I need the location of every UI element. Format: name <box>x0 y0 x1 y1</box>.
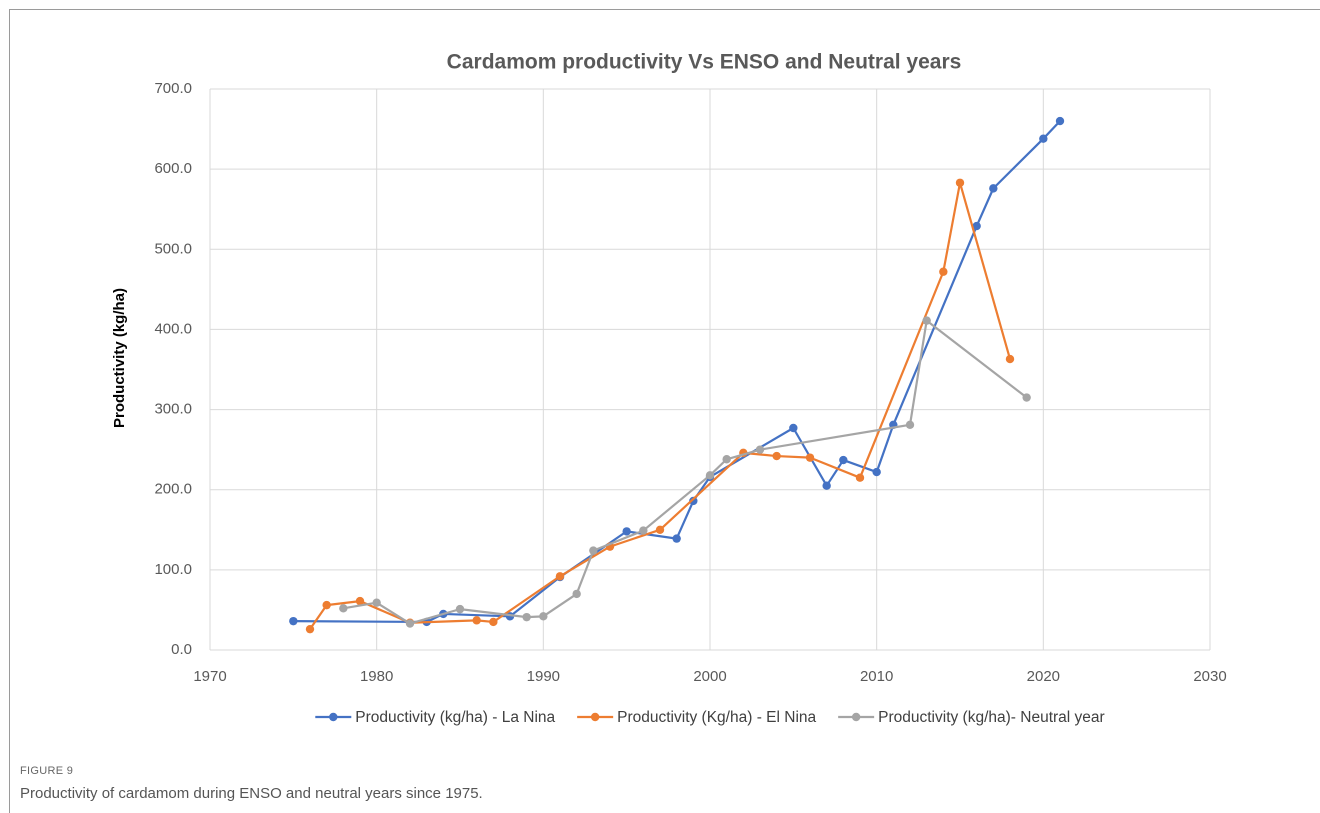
legend: Productivity (kg/ha) - La Nina Productivi… <box>315 709 1105 726</box>
data-point <box>522 612 531 622</box>
data-point <box>555 572 565 581</box>
figure-caption: Productivity of cardamom during ENSO and… <box>20 785 483 802</box>
y-tick-label: 300.0 <box>154 401 192 418</box>
data-point <box>639 526 648 535</box>
data-point <box>789 423 798 433</box>
x-tick-label: 1980 <box>360 668 393 685</box>
data-point <box>572 589 581 599</box>
data-point <box>705 471 715 480</box>
legend-marker <box>329 712 338 722</box>
data-point <box>405 619 415 628</box>
legend-marker <box>851 712 861 722</box>
data-point <box>289 616 298 626</box>
x-tick-label: 2010 <box>860 668 893 685</box>
data-point <box>922 316 931 325</box>
legend-item: Productivity (kg/ha)- Neutral year <box>838 709 1105 726</box>
data-point <box>355 596 365 606</box>
y-tick-label: 600.0 <box>154 160 192 177</box>
x-tick-label: 1990 <box>527 668 560 685</box>
x-tick-label: 2020 <box>1027 668 1060 685</box>
y-tick-label: 200.0 <box>154 481 192 498</box>
data-point <box>539 612 548 621</box>
x-tick-label: 1970 <box>193 668 226 685</box>
data-point <box>372 598 381 607</box>
data-point <box>805 453 815 462</box>
y-tick-label: 500.0 <box>154 240 192 257</box>
legend-item: Productivity (Kg/ha) - El Nina <box>577 709 817 726</box>
data-point <box>722 455 731 464</box>
data-point <box>872 467 881 477</box>
data-point <box>855 473 865 482</box>
data-point <box>989 184 998 193</box>
legend-marker <box>590 712 600 722</box>
data-point <box>339 604 348 613</box>
data-point <box>755 445 765 454</box>
figure-frame <box>9 9 1320 813</box>
series-line <box>293 120 1061 624</box>
legend-label: Productivity (kg/ha)- Neutral year <box>878 709 1105 726</box>
data-point <box>689 496 698 506</box>
chart-title: Cardamom productivity Vs ENSO and Neutra… <box>447 51 962 74</box>
x-tick-label: 2000 <box>693 668 726 685</box>
data-point <box>455 604 465 614</box>
y-tick-label: 0.0 <box>171 641 192 658</box>
data-point <box>955 178 965 187</box>
data-point <box>1022 393 1031 402</box>
data-point <box>839 455 848 465</box>
data-point <box>1055 116 1065 126</box>
legend-label: Productivity (Kg/ha) - El Nina <box>617 709 816 726</box>
data-point <box>622 527 631 536</box>
y-tick-label: 100.0 <box>154 561 192 578</box>
data-point <box>1005 354 1015 364</box>
data-point <box>489 617 498 627</box>
data-point <box>905 420 915 429</box>
data-point <box>772 451 781 461</box>
series-line <box>309 181 1012 630</box>
y-tick-label: 400.0 <box>154 320 192 337</box>
series-line <box>343 319 1028 625</box>
data-point <box>655 525 665 534</box>
data-point <box>322 600 331 610</box>
data-point <box>305 624 315 634</box>
legend-label: Productivity (kg/ha) - La Nina <box>355 709 555 726</box>
y-axis-label: Productivity (kg/ha) <box>111 288 128 428</box>
data-point <box>972 221 981 231</box>
data-point <box>472 616 481 625</box>
legend-item: Productivity (kg/ha) - La Nina <box>315 709 556 726</box>
chart: Cardamom productivity Vs ENSO and Neutra… <box>111 51 1227 727</box>
data-point <box>822 481 831 490</box>
data-point <box>589 546 598 555</box>
figure-label: FIGURE 9 <box>20 765 74 777</box>
data-point <box>939 267 948 276</box>
data-point <box>672 534 681 543</box>
data-point <box>1039 134 1048 143</box>
x-tick-label: 2030 <box>1193 668 1226 685</box>
y-tick-label: 700.0 <box>154 80 192 97</box>
